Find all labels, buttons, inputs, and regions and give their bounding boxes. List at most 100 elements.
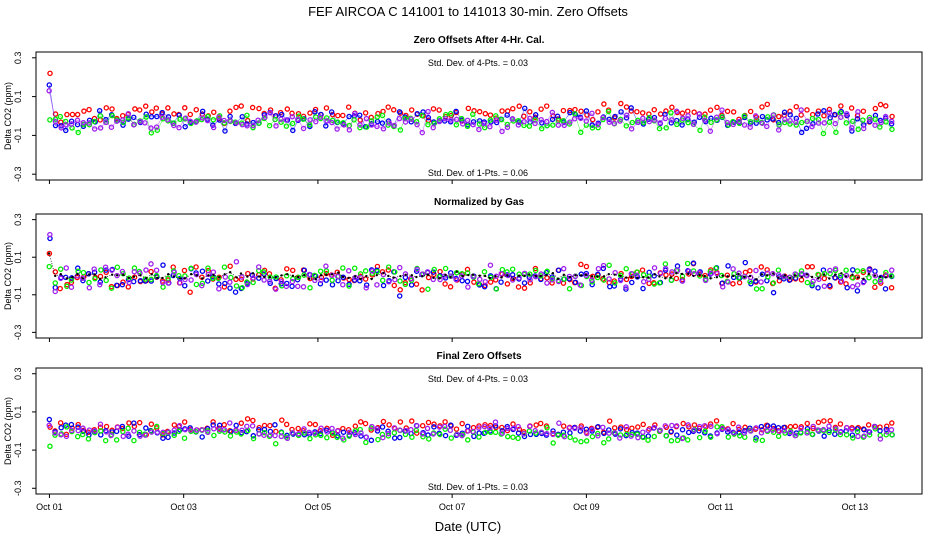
data-point (707, 128, 714, 134)
data-point (668, 428, 674, 435)
data-point (161, 276, 164, 280)
data-point (75, 427, 81, 434)
plot-frame (35, 367, 923, 495)
data-point (431, 271, 437, 278)
data-point (877, 432, 883, 439)
data-point (657, 111, 664, 117)
data-point (612, 280, 618, 286)
data-point (136, 107, 143, 113)
data-point (538, 116, 544, 123)
data-point (786, 274, 793, 281)
data-point (132, 275, 136, 278)
data-point (441, 273, 448, 279)
data-point (47, 117, 53, 123)
data-point (775, 433, 782, 440)
data-point (380, 126, 387, 132)
data-point (788, 276, 792, 280)
data-point (685, 113, 691, 119)
data-point (550, 428, 556, 434)
data-point (855, 109, 861, 115)
data-point (408, 116, 415, 122)
data-point (419, 112, 425, 119)
data-point (273, 274, 279, 280)
data-point (850, 275, 856, 281)
data-point (662, 261, 669, 267)
data-point (419, 129, 426, 136)
data-point (505, 425, 511, 432)
data-point (86, 285, 93, 291)
data-point (567, 119, 573, 125)
data-point (476, 126, 482, 133)
data-point (521, 433, 528, 440)
data-point (645, 427, 652, 434)
data-point (46, 416, 53, 423)
data-point (57, 113, 64, 120)
data-point (233, 427, 239, 433)
data-point (752, 113, 759, 119)
data-point (228, 274, 234, 281)
data-point (793, 122, 800, 128)
data-point (442, 419, 448, 425)
data-point (391, 282, 398, 289)
data-point (436, 107, 442, 113)
data-point (442, 265, 449, 272)
data-point (233, 258, 240, 265)
data-point (821, 120, 828, 126)
data-point (379, 277, 386, 284)
data-point (340, 265, 346, 271)
data-point (306, 271, 312, 278)
data-point (385, 104, 391, 110)
data-point (793, 103, 800, 110)
data-point (663, 272, 669, 278)
data-point (91, 126, 98, 132)
data-point (421, 275, 424, 278)
data-point (611, 120, 617, 127)
data-point (713, 114, 720, 120)
data-point (492, 419, 499, 425)
data-point (776, 113, 782, 120)
data-point (86, 106, 92, 113)
data-point (521, 430, 527, 437)
data-point (725, 426, 732, 433)
data-point (313, 118, 319, 125)
data-point (335, 277, 341, 284)
data-point (884, 276, 887, 279)
data-point (831, 111, 838, 118)
data-point (493, 117, 500, 123)
data-point (404, 273, 407, 276)
data-point (408, 107, 415, 113)
data-point (413, 281, 420, 287)
data-point (464, 117, 471, 124)
data-point (278, 433, 285, 440)
data-point (770, 289, 777, 296)
data-point (623, 265, 629, 272)
data-point (549, 109, 556, 116)
data-point (436, 116, 443, 122)
data-point (533, 422, 539, 428)
data-point (809, 115, 816, 122)
data-point (872, 105, 879, 112)
data-point (295, 110, 302, 117)
data-point (359, 277, 362, 281)
data-point (461, 274, 464, 278)
data-point (370, 277, 373, 281)
data-point (289, 430, 296, 436)
data-point (690, 260, 697, 266)
data-point (307, 110, 313, 116)
data-point (391, 430, 398, 436)
data-point (464, 278, 471, 285)
data-point (538, 125, 545, 132)
data-point (63, 433, 70, 440)
data-point (464, 123, 471, 130)
data-point (509, 272, 516, 278)
data-point (317, 114, 324, 120)
data-point (760, 273, 763, 276)
data-point (239, 427, 245, 433)
data-point (500, 276, 503, 279)
data-point (775, 267, 782, 273)
data-point (550, 431, 556, 438)
data-point (600, 265, 607, 272)
data-point (833, 129, 839, 136)
data-point (826, 119, 833, 125)
data-point (798, 425, 804, 432)
